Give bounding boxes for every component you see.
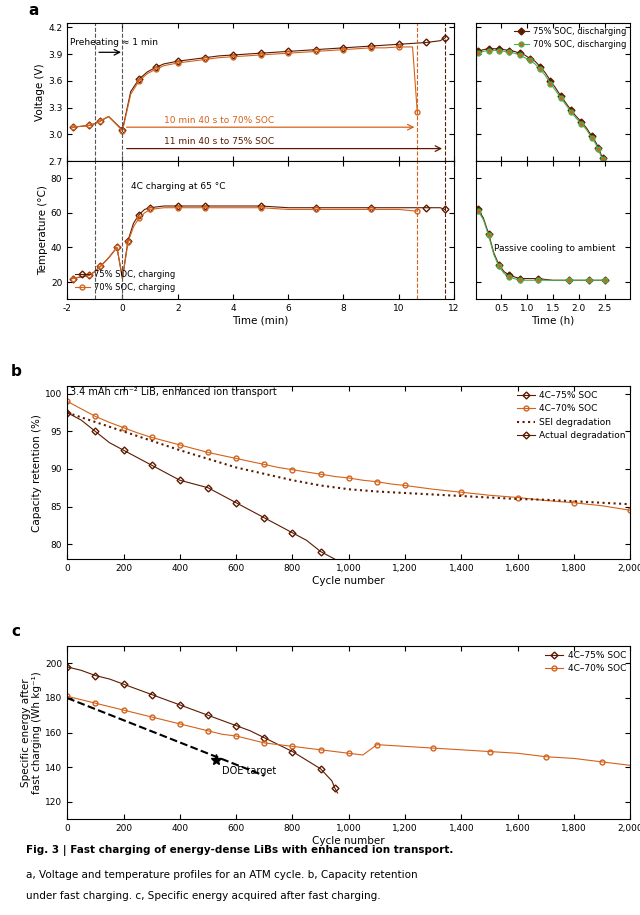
Text: Fig. 3 | Fast charging of energy-dense LiBs with enhanced ion transport.: Fig. 3 | Fast charging of energy-dense L… (26, 845, 453, 856)
Legend: 75% SOC, discharging, 70% SOC, discharging: 75% SOC, discharging, 70% SOC, dischargi… (514, 27, 626, 49)
Text: b: b (11, 364, 22, 379)
X-axis label: Cycle number: Cycle number (312, 835, 385, 845)
Y-axis label: Temperature (°C): Temperature (°C) (38, 185, 48, 275)
Text: DOE target: DOE target (222, 766, 276, 776)
Text: a, Voltage and temperature profiles for an ATM cycle. b, Capacity retention: a, Voltage and temperature profiles for … (26, 870, 417, 880)
Text: Preheating ≈ 1 min: Preheating ≈ 1 min (70, 38, 158, 48)
X-axis label: Time (h): Time (h) (531, 316, 575, 326)
Text: Passive cooling to ambient: Passive cooling to ambient (493, 244, 615, 253)
Text: 10 min 40 s to 70% SOC: 10 min 40 s to 70% SOC (164, 115, 274, 124)
Legend: 4C–75% SOC, 4C–70% SOC: 4C–75% SOC, 4C–70% SOC (545, 651, 626, 673)
Legend: 4C–75% SOC, 4C–70% SOC, SEI degradation, Actual degradation: 4C–75% SOC, 4C–70% SOC, SEI degradation,… (517, 391, 626, 440)
Y-axis label: Specific energy after
fast charging (Wh kg⁻¹): Specific energy after fast charging (Wh … (20, 672, 42, 794)
Text: 11 min 40 s to 75% SOC: 11 min 40 s to 75% SOC (164, 137, 274, 146)
X-axis label: Time (min): Time (min) (232, 316, 289, 326)
Text: a: a (29, 3, 39, 17)
Text: under fast charging. c, Specific energy acquired after fast charging.: under fast charging. c, Specific energy … (26, 890, 380, 900)
Text: 4C charging at 65 °C: 4C charging at 65 °C (131, 182, 225, 190)
Y-axis label: Voltage (V): Voltage (V) (35, 63, 45, 121)
Y-axis label: Capacity retention (%): Capacity retention (%) (32, 414, 42, 532)
Text: c: c (11, 624, 20, 639)
X-axis label: Cycle number: Cycle number (312, 576, 385, 586)
Text: 3.4 mAh cm⁻² LiB, enhanced ion transport: 3.4 mAh cm⁻² LiB, enhanced ion transport (70, 387, 276, 397)
Legend: 75% SOC, charging, 70% SOC, charging: 75% SOC, charging, 70% SOC, charging (72, 266, 179, 296)
